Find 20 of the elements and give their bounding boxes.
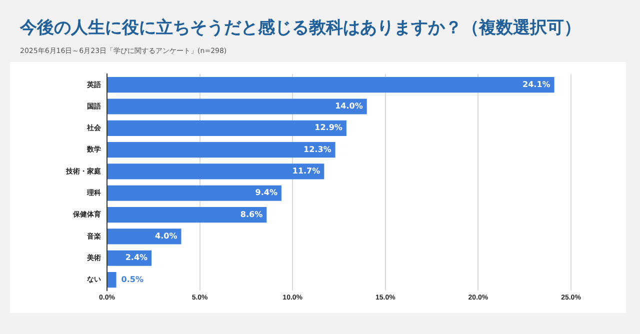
bar xyxy=(108,185,282,201)
bar xyxy=(108,164,324,180)
data-label: 12.9% xyxy=(314,123,342,132)
data-label: 4.0% xyxy=(155,232,178,241)
bar xyxy=(108,206,267,223)
data-label: 24.1% xyxy=(522,80,550,89)
bar xyxy=(108,120,346,136)
data-label: 12.3% xyxy=(304,144,332,154)
data-label: 9.4% xyxy=(255,188,278,198)
data-label: 14.0% xyxy=(335,102,363,111)
data-label: 0.5% xyxy=(121,274,144,284)
data-label: 2.4% xyxy=(125,253,148,262)
bar xyxy=(108,142,336,158)
bar xyxy=(108,77,554,93)
bar xyxy=(108,98,367,114)
data-label: 11.7% xyxy=(292,166,320,176)
bar xyxy=(108,272,116,288)
data-label: 8.6% xyxy=(240,210,263,219)
bar xyxy=(108,228,182,244)
chart-title: 今後の人生に役に立ちそうだと感じる教科はありますか？（複数選択可） xyxy=(20,17,581,39)
